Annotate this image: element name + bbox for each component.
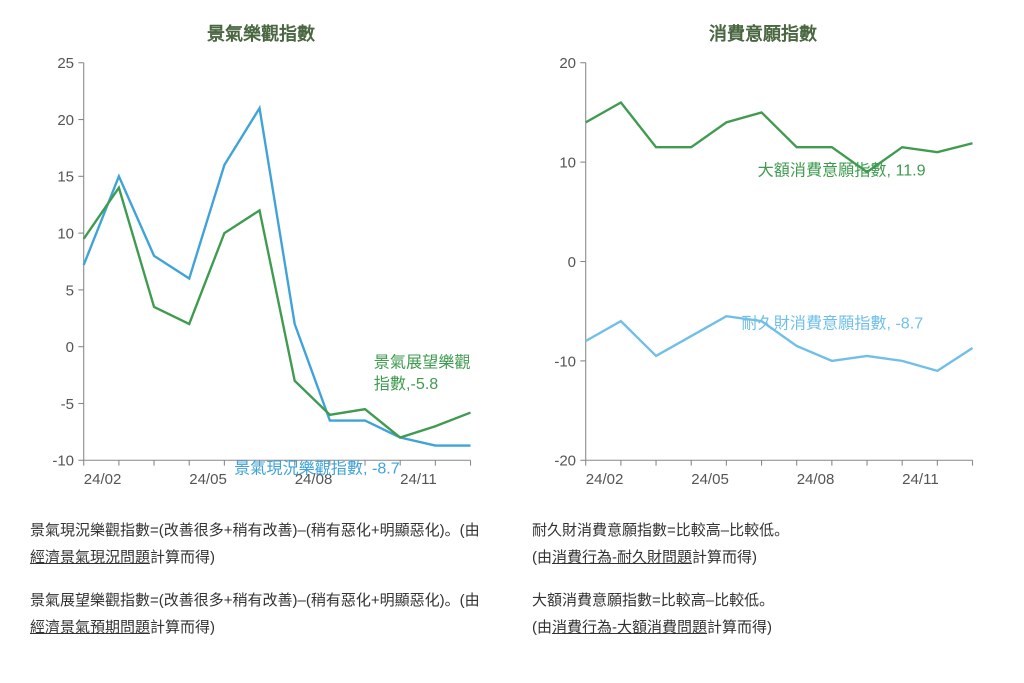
svg-text:20: 20 [57, 112, 74, 129]
note-underline: 消費行為-耐久財問題 [552, 549, 692, 566]
svg-text:24/02: 24/02 [84, 471, 122, 488]
svg-text:15: 15 [57, 169, 74, 186]
svg-text:10: 10 [57, 225, 74, 242]
svg-text:24/08: 24/08 [797, 471, 835, 488]
svg-text:指數,-5.8: 指數,-5.8 [374, 375, 438, 393]
charts-row: 景氣樂觀指數 -10 -5 0 5 10 15 20 25 24/02 24/05 24/08 24/… [30, 20, 994, 657]
svg-text:-10: -10 [554, 353, 576, 370]
left-chart-title: 景氣樂觀指數 [30, 20, 492, 46]
svg-text:5: 5 [66, 282, 74, 299]
left-note-2: 景氣展望樂觀指數=(改善很多+稍有改善)–(稍有惡化+明顯惡化)。(由經濟景氣預… [30, 587, 492, 641]
svg-text:0: 0 [568, 254, 576, 271]
note-text: (由 [532, 549, 552, 566]
svg-text:景氣現況樂觀指數, -8.7: 景氣現況樂觀指數, -8.7 [234, 459, 400, 477]
svg-text:24/05: 24/05 [189, 471, 227, 488]
note-text: 計算而得) [150, 619, 215, 636]
right-chart-title: 消費意願指數 [532, 20, 994, 46]
note-text: 計算而得) [707, 619, 772, 636]
svg-text:景氣展望樂觀: 景氣展望樂觀 [374, 353, 471, 371]
svg-text:24/11: 24/11 [902, 471, 939, 488]
svg-text:24/05: 24/05 [691, 471, 729, 488]
note-text: 景氣現況樂觀指數=(改善很多+稍有改善)–(稍有惡化+明顯惡化)。(由 [30, 522, 480, 539]
right-notes: 耐久財消費意願指數=比較高–比較低。 (由消費行為-耐久財問題計算而得) 大額消… [532, 517, 994, 657]
svg-text:-20: -20 [554, 453, 576, 470]
left-note-1: 景氣現況樂觀指數=(改善很多+稍有改善)–(稍有惡化+明顯惡化)。(由經濟景氣現… [30, 517, 492, 571]
note-text: 景氣展望樂觀指數=(改善很多+稍有改善)–(稍有惡化+明顯惡化)。(由 [30, 592, 480, 609]
left-chart: -10-5051015202524/0224/0524/0824/11景氣現況樂… [30, 52, 492, 503]
note-text: 耐久財消費意願指數=比較高–比較低。 [532, 522, 789, 539]
svg-text:-5: -5 [61, 396, 74, 413]
svg-text:20: 20 [559, 55, 576, 72]
right-note-1: 耐久財消費意願指數=比較高–比較低。 (由消費行為-耐久財問題計算而得) [532, 517, 994, 571]
note-text: 計算而得) [150, 549, 215, 566]
note-underline: 消費行為-大額消費問題 [552, 619, 707, 636]
note-text: 大額消費意願指數=比較高–比較低。 [532, 592, 774, 609]
svg-text:24/02: 24/02 [586, 471, 624, 488]
right-chart: -20 -10 0 10 20 24/02 24/05 24/08 24/11 大額消費意願指數,… [532, 52, 994, 503]
svg-text:0: 0 [66, 339, 74, 356]
note-underline: 經濟景氣現況問題 [30, 549, 150, 566]
left-column: 景氣樂觀指數 -10-5051015202524/0224/0524/0824/… [30, 20, 492, 657]
svg-text:10: 10 [559, 154, 576, 171]
svg-text:25: 25 [57, 55, 74, 72]
left-notes: 景氣現況樂觀指數=(改善很多+稍有改善)–(稍有惡化+明顯惡化)。(由經濟景氣現… [30, 517, 492, 657]
svg-text:-10: -10 [52, 453, 74, 470]
svg-text:24/11: 24/11 [400, 471, 437, 488]
svg-text:耐久財消費意願指數, -8.7: 耐久財消費意願指數, -8.7 [742, 314, 924, 333]
right-note-2: 大額消費意願指數=比較高–比較低。 (由消費行為-大額消費問題計算而得) [532, 587, 994, 641]
svg-text:大額消費意願指數, 11.9: 大額消費意願指數, 11.9 [758, 160, 926, 179]
note-text: (由 [532, 619, 552, 636]
right-column: 消費意願指數 -20 -10 0 10 20 24/02 24/05 24/08 24/11 大額… [532, 20, 994, 657]
note-underline: 經濟景氣預期問題 [30, 619, 150, 636]
note-text: 計算而得) [692, 549, 757, 566]
